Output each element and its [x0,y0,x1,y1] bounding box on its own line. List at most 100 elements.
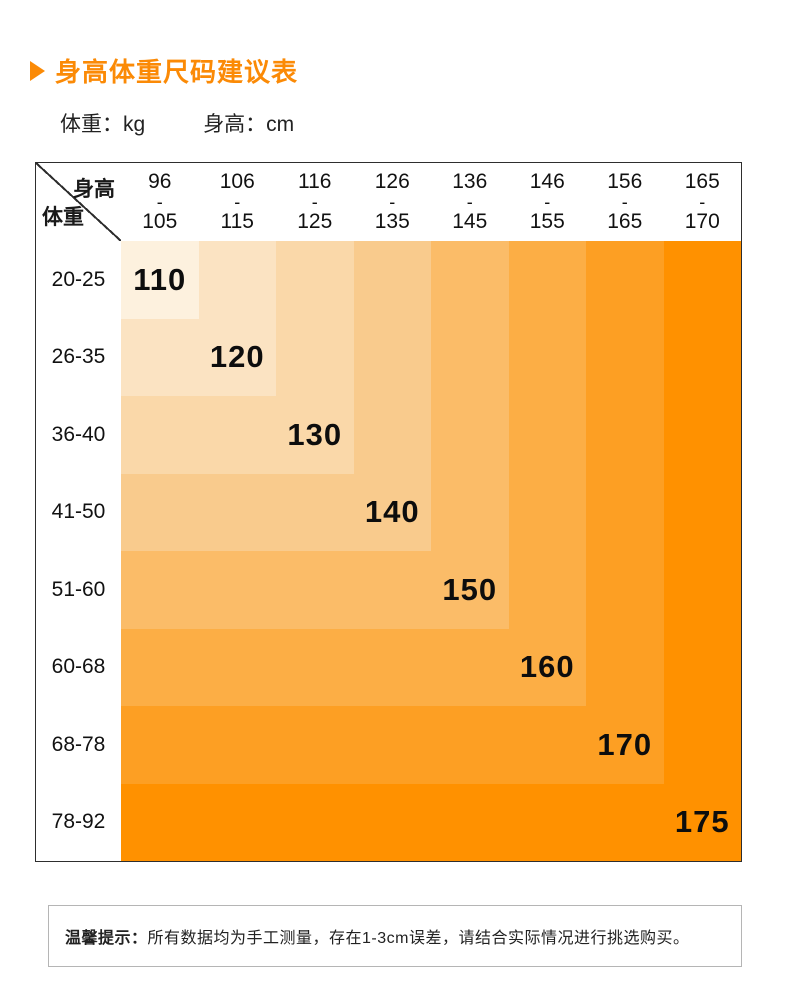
band-cell [353,551,431,629]
band-cell [198,628,276,706]
weight-range-label: 60-68 [36,628,121,706]
band-cell [586,473,664,551]
corner-weight-label: 体重 [42,206,84,229]
band-cell [276,706,354,784]
size-value: 140 [364,494,420,530]
band-cell [276,551,354,629]
height-range-header: 106-115 [198,163,276,241]
height-range-header: 116-125 [276,163,354,241]
band-cell [431,241,509,319]
arrow-right-icon [30,60,45,81]
band-cell [198,551,276,629]
band-cell [353,241,431,319]
band-cell [663,706,741,784]
band-cell [508,551,586,629]
size-value: 130 [287,416,343,452]
size-cell: 160 [508,628,586,706]
weight-range-label: 51-60 [36,551,121,629]
weight-range-label: 26-35 [36,318,121,396]
tip-box: 温馨提示： 所有数据均为手工测量，存在1-3cm误差，请结合实际情况进行挑选购买… [48,905,742,967]
weight-range-label: 78-92 [36,783,121,861]
band-cell [508,241,586,319]
band-cell [431,396,509,474]
unit-height: 身高：cm [203,113,295,136]
size-value: 110 [133,261,187,297]
band-cell [353,783,431,861]
band-cell [431,783,509,861]
band-cell [198,783,276,861]
size-value: 150 [442,571,498,607]
band-cell [198,706,276,784]
band-cell [586,396,664,474]
band-cell [198,473,276,551]
band-cell [121,628,199,706]
band-cell [276,783,354,861]
corner-cell: 身高 体重 [36,163,121,241]
band-cell [586,241,664,319]
band-cell [353,706,431,784]
tip-label: 温馨提示： [65,930,148,947]
band-cell [508,706,586,784]
band-cell [508,396,586,474]
band-cell [121,783,199,861]
band-cell [353,628,431,706]
size-cell: 175 [663,783,741,861]
band-cell [586,628,664,706]
band-cell [276,473,354,551]
height-range-header: 165-170 [663,163,741,241]
band-cell [353,396,431,474]
band-cell [198,396,276,474]
size-cell: 110 [121,241,199,319]
page-title-row: 身高体重尺码建议表 [30,52,298,89]
band-cell [508,318,586,396]
band-cell [586,551,664,629]
size-value: 160 [519,649,575,685]
size-value: 120 [209,339,265,375]
height-range-header: 96-105 [121,163,199,241]
unit-weight: 体重：kg [60,113,146,136]
band-cell [663,241,741,319]
size-cell: 170 [586,706,664,784]
height-range-header: 146-155 [508,163,586,241]
band-cell [508,783,586,861]
band-cell [276,241,354,319]
weight-range-label: 41-50 [36,473,121,551]
corner-height-label: 身高 [73,178,115,201]
band-cell [121,551,199,629]
band-cell [663,318,741,396]
size-cell: 150 [431,551,509,629]
band-cell [508,473,586,551]
size-cell: 140 [353,473,431,551]
size-cell: 120 [198,318,276,396]
band-cell [663,473,741,551]
size-value: 175 [674,804,730,840]
band-cell [431,706,509,784]
weight-range-label: 68-78 [36,706,121,784]
band-cell [663,551,741,629]
band-cell [353,318,431,396]
band-cell [121,473,199,551]
band-cell [121,318,199,396]
weight-range-label: 36-40 [36,396,121,474]
band-cell [663,628,741,706]
band-cell [198,241,276,319]
band-cell [431,473,509,551]
size-table: 身高 体重 96-105 106-115 116-125 126-135 136-145… [35,162,742,862]
band-cell [121,396,199,474]
height-range-header: 126-135 [353,163,431,241]
height-range-header: 156-165 [586,163,664,241]
height-range-header: 136-145 [431,163,509,241]
size-cell: 130 [276,396,354,474]
band-cell [586,783,664,861]
band-cell [276,318,354,396]
band-cell [586,318,664,396]
band-cell [431,318,509,396]
band-cell [276,628,354,706]
band-cell [431,628,509,706]
weight-range-label: 20-25 [36,241,121,319]
band-cell [663,396,741,474]
tip-text: 所有数据均为手工测量，存在1-3cm误差，请结合实际情况进行挑选购买。 [147,930,690,947]
page-title: 身高体重尺码建议表 [55,57,299,87]
band-cell [121,706,199,784]
size-value: 170 [597,726,653,762]
